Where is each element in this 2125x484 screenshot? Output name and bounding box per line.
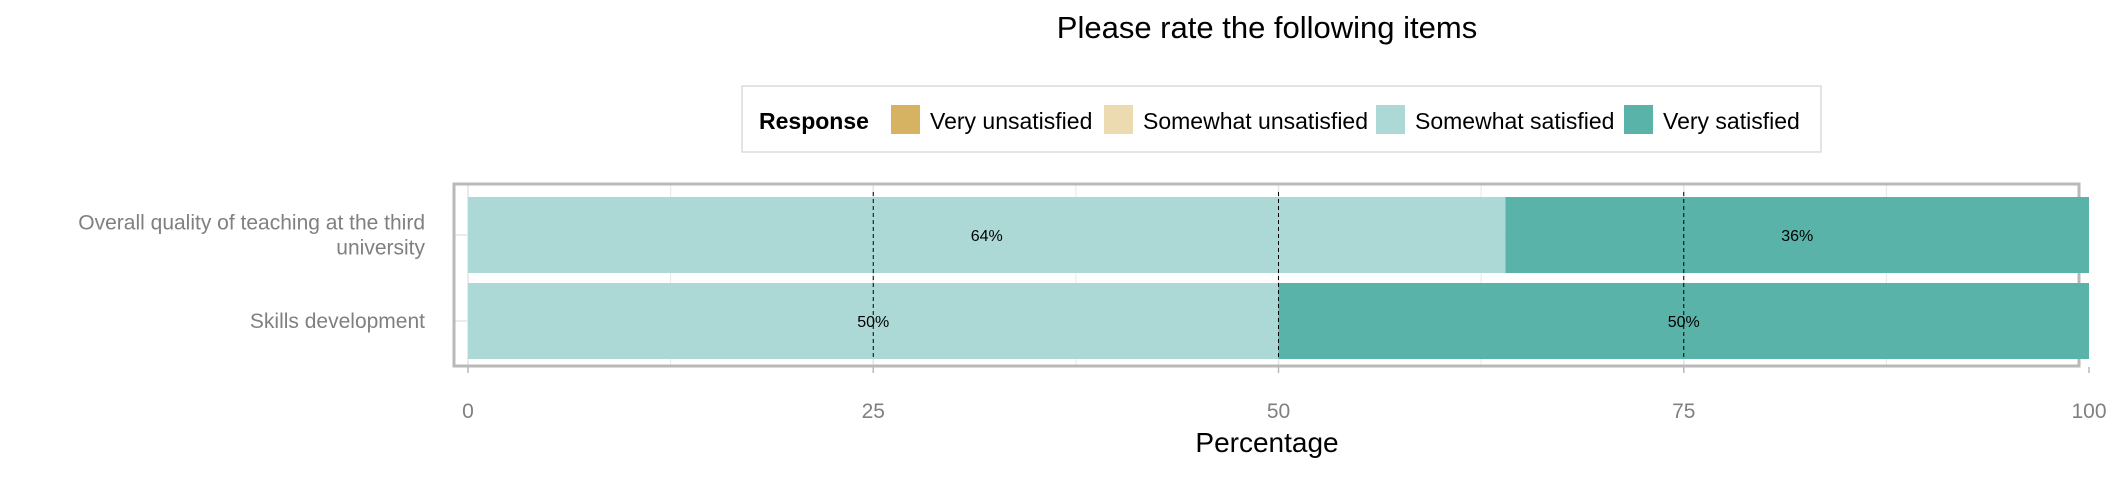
y-tick-label: Overall quality of teaching at the third bbox=[78, 212, 425, 235]
y-axis: Overall quality of teaching at the third… bbox=[78, 212, 425, 334]
legend-label: Somewhat satisfied bbox=[1415, 108, 1614, 134]
data-labels: 64% 36% 50% 50% bbox=[857, 228, 1813, 331]
data-label: 50% bbox=[857, 314, 889, 331]
x-axis-title: Percentage bbox=[1195, 427, 1338, 458]
legend-label: Very satisfied bbox=[1663, 108, 1800, 134]
bar-segment bbox=[468, 197, 1506, 273]
legend-label: Somewhat unsatisfied bbox=[1143, 108, 1368, 134]
x-axis: 0 25 50 75 100 bbox=[462, 367, 2107, 423]
bar-segment bbox=[1505, 197, 2089, 273]
legend-swatch bbox=[891, 105, 920, 134]
chart-title: Please rate the following items bbox=[1057, 10, 1477, 45]
legend-swatch bbox=[1104, 105, 1133, 134]
legend: Response Very unsatisfied Somewhat unsatis… bbox=[741, 85, 1822, 153]
panel-border bbox=[452, 182, 2081, 368]
x-tick-label: 75 bbox=[1672, 400, 1695, 423]
legend-title: Response bbox=[759, 108, 869, 134]
x-tick-label: 0 bbox=[462, 400, 474, 423]
legend-swatch bbox=[1624, 105, 1653, 134]
data-label: 36% bbox=[1781, 228, 1813, 245]
data-label: 50% bbox=[1668, 314, 1700, 331]
y-tick-label: university bbox=[336, 237, 425, 260]
x-tick-label: 50 bbox=[1267, 400, 1290, 423]
x-tick-label: 100 bbox=[2071, 400, 2106, 423]
y-tick-label: Skills development bbox=[250, 310, 425, 333]
data-label: 64% bbox=[971, 228, 1003, 245]
legend-swatch bbox=[1376, 105, 1405, 134]
x-tick-label: 25 bbox=[862, 400, 885, 423]
legend-label: Very unsatisfied bbox=[930, 108, 1092, 134]
